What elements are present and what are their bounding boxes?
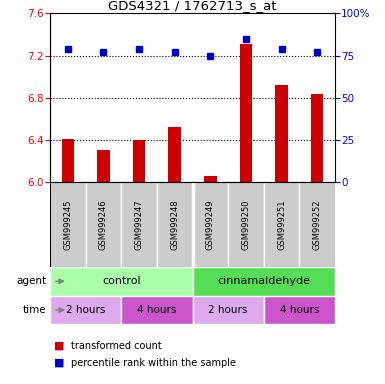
Text: 4 hours: 4 hours	[280, 305, 319, 315]
Text: GSM999250: GSM999250	[241, 199, 250, 250]
Text: GSM999248: GSM999248	[170, 199, 179, 250]
Text: control: control	[102, 276, 141, 286]
Bar	[311, 94, 323, 182]
Text: cinnamaldehyde: cinnamaldehyde	[217, 276, 310, 286]
Bar	[264, 296, 335, 324]
Text: GSM999252: GSM999252	[313, 199, 321, 250]
Text: GSM999251: GSM999251	[277, 199, 286, 250]
Title: GDS4321 / 1762713_s_at: GDS4321 / 1762713_s_at	[108, 0, 277, 12]
Text: agent: agent	[16, 276, 46, 286]
Bar	[97, 150, 110, 182]
Bar	[62, 139, 74, 182]
Text: transformed count: transformed count	[71, 341, 162, 351]
Bar	[50, 296, 121, 324]
Text: GSM999249: GSM999249	[206, 199, 215, 250]
Text: 4 hours: 4 hours	[137, 305, 177, 315]
Bar	[157, 182, 192, 267]
Text: GSM999247: GSM999247	[135, 199, 144, 250]
Bar	[228, 182, 264, 267]
Bar	[133, 140, 145, 182]
Text: GSM999246: GSM999246	[99, 199, 108, 250]
Bar	[85, 182, 121, 267]
Bar	[264, 182, 300, 267]
Text: GSM999245: GSM999245	[64, 199, 72, 250]
Bar	[240, 44, 252, 182]
Text: percentile rank within the sample: percentile rank within the sample	[71, 358, 236, 368]
Text: ■: ■	[54, 358, 64, 368]
Bar	[192, 296, 264, 324]
Bar	[192, 267, 335, 296]
Text: ■: ■	[54, 341, 64, 351]
Bar	[169, 127, 181, 182]
Bar	[121, 182, 157, 267]
Bar	[275, 85, 288, 182]
Text: 2 hours: 2 hours	[66, 305, 105, 315]
Text: 2 hours: 2 hours	[208, 305, 248, 315]
Bar	[121, 296, 192, 324]
Bar	[300, 182, 335, 267]
Bar	[204, 176, 216, 182]
Bar	[50, 182, 85, 267]
Bar	[192, 182, 228, 267]
Bar	[50, 267, 192, 296]
Text: time: time	[23, 305, 46, 315]
